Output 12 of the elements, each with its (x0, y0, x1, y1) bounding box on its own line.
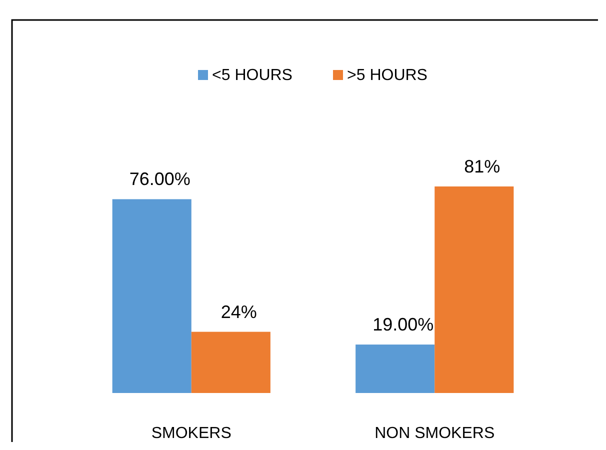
data-label: 24% (220, 302, 257, 322)
bar (191, 332, 270, 393)
bar (112, 199, 192, 393)
legend-label: >5 HOURS (347, 67, 428, 84)
legend-label: <5 HOURS (212, 67, 292, 84)
data-label: 76.00% (129, 169, 190, 190)
x-tick-label: SMOKERS (151, 425, 232, 442)
bar (356, 344, 435, 393)
data-label: 81% (464, 156, 500, 176)
data-label: 19.00% (372, 314, 434, 335)
bar (434, 186, 514, 393)
x-tick-label: NON SMOKERS (374, 425, 495, 442)
